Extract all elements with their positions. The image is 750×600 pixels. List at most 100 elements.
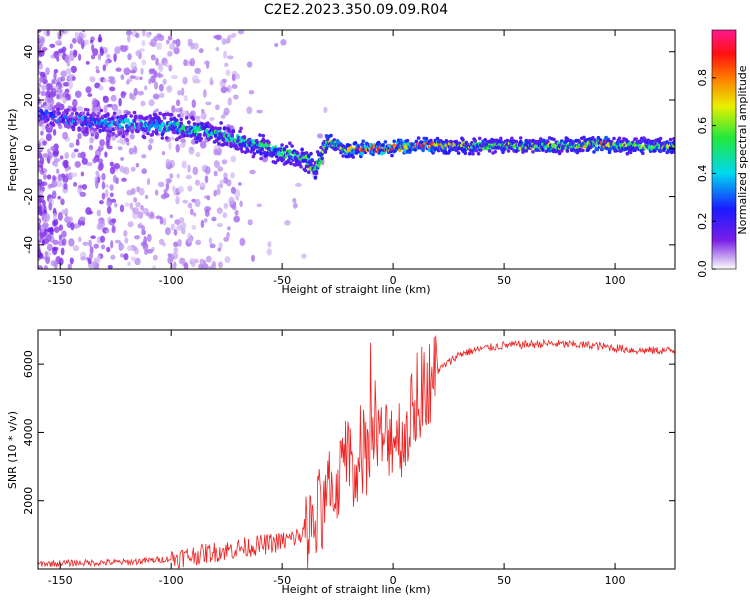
spectrogram-speckle [153, 81, 159, 90]
spectrogram-ridge-cell [42, 102, 47, 106]
spectrogram-speckle [43, 173, 47, 180]
spectrogram-ridge-cell [531, 150, 535, 154]
spectrogram-speckle [39, 71, 46, 78]
spectrogram-speckle [45, 90, 51, 99]
spectrogram-ridge-cell [592, 150, 596, 154]
spectrogram-speckle [68, 238, 75, 247]
spectrogram-speckle [109, 192, 114, 198]
spectrogram-speckle [73, 223, 80, 229]
spectrogram-speckle [46, 174, 52, 180]
spectrogram-speckle [46, 243, 53, 252]
spectrogram-speckle [75, 141, 80, 146]
spectrogram-speckle [141, 229, 146, 236]
spectrogram-speckle [177, 186, 184, 194]
spectrogram-speckle [149, 211, 155, 218]
spectrogram-speckle [106, 206, 112, 215]
spectrogram-ridge-cell [54, 104, 58, 109]
spectrogram-speckle [143, 235, 148, 245]
spectrogram-speckle [44, 250, 49, 257]
spectrogram-speckle [280, 39, 287, 46]
spectrogram-ridge-cell [524, 149, 529, 153]
spectrogram-speckle [203, 89, 207, 98]
spectrogram-speckle [100, 235, 106, 243]
spectrogram-speckle [39, 233, 44, 240]
spectrogram-speckle [72, 98, 78, 108]
spectrogram-ridge-cell [90, 133, 95, 137]
spectrogram-ridge-cell [222, 126, 227, 131]
spectrogram-speckle [150, 38, 157, 47]
spectrogram-ridge-cell [110, 116, 115, 121]
spectrogram-speckle [96, 254, 101, 264]
spectrogram-ridge-cell [177, 113, 181, 118]
x-tick-label: -150 [48, 274, 73, 287]
spectrogram-speckle [171, 263, 176, 269]
spectrogram-ridge-cell [510, 136, 514, 141]
spectrogram-speckle [162, 217, 167, 226]
spectrogram-speckle [146, 249, 154, 254]
spectrogram-ridge-cell [514, 139, 519, 144]
spectrogram-speckle [231, 83, 238, 90]
spectrogram-ridge-cell [476, 151, 481, 156]
spectrogram-ridge-cell [353, 141, 358, 145]
spectrogram-ridge-cell [42, 114, 47, 120]
spectrogram-speckle [65, 68, 72, 74]
spectrogram-speckle [102, 64, 107, 72]
spectrogram-ridge-cell [421, 148, 425, 153]
spectrogram-speckle [218, 242, 223, 249]
spectrogram-speckle [99, 139, 105, 147]
spectrogram-speckle [124, 202, 130, 207]
spectrogram-speckle [55, 40, 63, 45]
spectrogram-speckle [95, 170, 100, 176]
spectrogram-ridge-cell [199, 136, 203, 141]
spectrogram-speckle [152, 93, 160, 100]
spectrogram-speckle [119, 204, 125, 213]
spectrogram-speckle [53, 51, 58, 59]
spectrogram-speckle [104, 184, 110, 188]
spectrogram-speckle [140, 204, 144, 211]
spectrogram-ridge-cell [320, 156, 324, 161]
spectrogram-speckle [68, 80, 74, 90]
spectrogram-speckle [189, 57, 196, 67]
spectrogram-speckle [159, 216, 164, 225]
spectrogram-speckle [222, 212, 228, 219]
spectrogram-xlabel: Height of straight line (km) [281, 283, 430, 296]
spectrogram-speckle [111, 218, 117, 224]
spectrogram-speckle [168, 142, 172, 151]
spectrogram-speckle [74, 90, 82, 99]
spectrogram-ridge-cell [617, 136, 622, 141]
spectrogram-speckle [223, 107, 230, 116]
spectrogram-ridge-cell [164, 136, 169, 140]
spectrogram-speckle [247, 219, 253, 226]
spectrogram-speckle [179, 142, 186, 149]
spectrogram-ridge-cell [280, 152, 284, 158]
spectrogram-ridge-cell [96, 114, 100, 118]
spectrogram-speckle [129, 133, 135, 140]
spectrogram-speckle [199, 182, 206, 189]
y-tick-label: 0 [22, 145, 35, 152]
x-tick-label: 0 [390, 574, 397, 587]
spectrogram-ridge-cell [154, 131, 159, 136]
x-tick-label: -100 [159, 574, 184, 587]
spectrogram-ridge-cell [658, 136, 663, 141]
spectrogram-speckle [64, 173, 69, 182]
x-tick-label: -50 [273, 574, 291, 587]
spectrogram-speckle [155, 57, 159, 66]
spectrogram-speckle [215, 46, 220, 52]
spectrogram-speckle [54, 162, 59, 168]
spectrogram-speckle [58, 173, 62, 180]
spectrogram-ridge-cell [106, 112, 110, 116]
spectrogram-speckle [120, 157, 124, 161]
spectrogram-ridge-cell [130, 130, 135, 134]
spectrogram-ridge-cell [634, 137, 638, 141]
spectrogram-speckle [42, 222, 49, 229]
spectrogram-ridge-cell [621, 139, 625, 144]
spectrogram-ridge-cell [260, 147, 265, 152]
spectrogram-speckle [115, 67, 122, 72]
spectrogram-speckle [118, 97, 122, 107]
spectrogram-speckle [158, 238, 165, 245]
spectrogram-speckle [317, 133, 324, 139]
spectrogram-speckle [233, 94, 239, 100]
spectrogram-speckle [99, 48, 105, 56]
spectrogram-speckle [238, 182, 242, 186]
spectrogram-ridge-cell [133, 115, 138, 120]
